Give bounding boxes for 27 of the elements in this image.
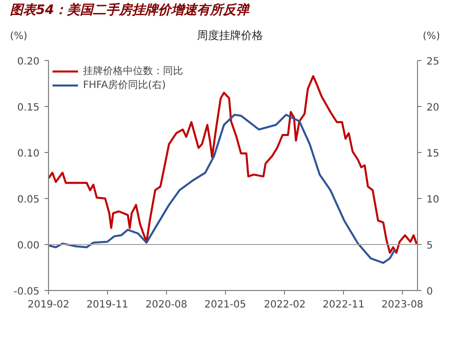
y-tick-label: 0.10 — [17, 148, 40, 160]
x-tick-label: 2022-02 — [264, 300, 306, 310]
y-tick-label: 0.00 — [17, 240, 40, 252]
y2-tick-label: 20 — [426, 102, 440, 114]
y-tick-label: 0.15 — [17, 102, 40, 114]
legend-label: FHFA房价同比(右) — [83, 78, 166, 92]
chart-title: 图表54：美国二手房挂牌价增速有所反弹 — [10, 2, 250, 20]
x-tick-label: 2021-05 — [204, 300, 246, 310]
y2-tick-label: 15 — [426, 148, 440, 160]
x-tick-label: 2022-11 — [322, 300, 364, 310]
line-series — [48, 114, 396, 264]
y-tick-label: 0.05 — [17, 194, 40, 206]
y2-tick-label: 25 — [426, 56, 440, 68]
line-series — [48, 75, 418, 254]
legend-label: 挂牌价格中位数：同比 — [83, 64, 183, 78]
y-tick-label: 0.20 — [17, 56, 40, 68]
y-axis-title: (%) — [10, 30, 28, 44]
x-tick-label: 2019-02 — [28, 300, 70, 310]
y2-tick-label: 0 — [426, 286, 433, 298]
y2-axis-title: (%) — [422, 30, 440, 44]
x-tick-label: 2020-08 — [146, 300, 188, 310]
x-tick-label: 2023-08 — [382, 300, 424, 310]
y2-tick-label: 5 — [426, 240, 433, 252]
x-tick-label: 2019-11 — [86, 300, 128, 310]
y2-tick-label: 10 — [426, 194, 440, 206]
chart-subtitle: 周度挂牌价格 — [197, 28, 263, 44]
y-tick-label: -0.05 — [14, 286, 40, 298]
